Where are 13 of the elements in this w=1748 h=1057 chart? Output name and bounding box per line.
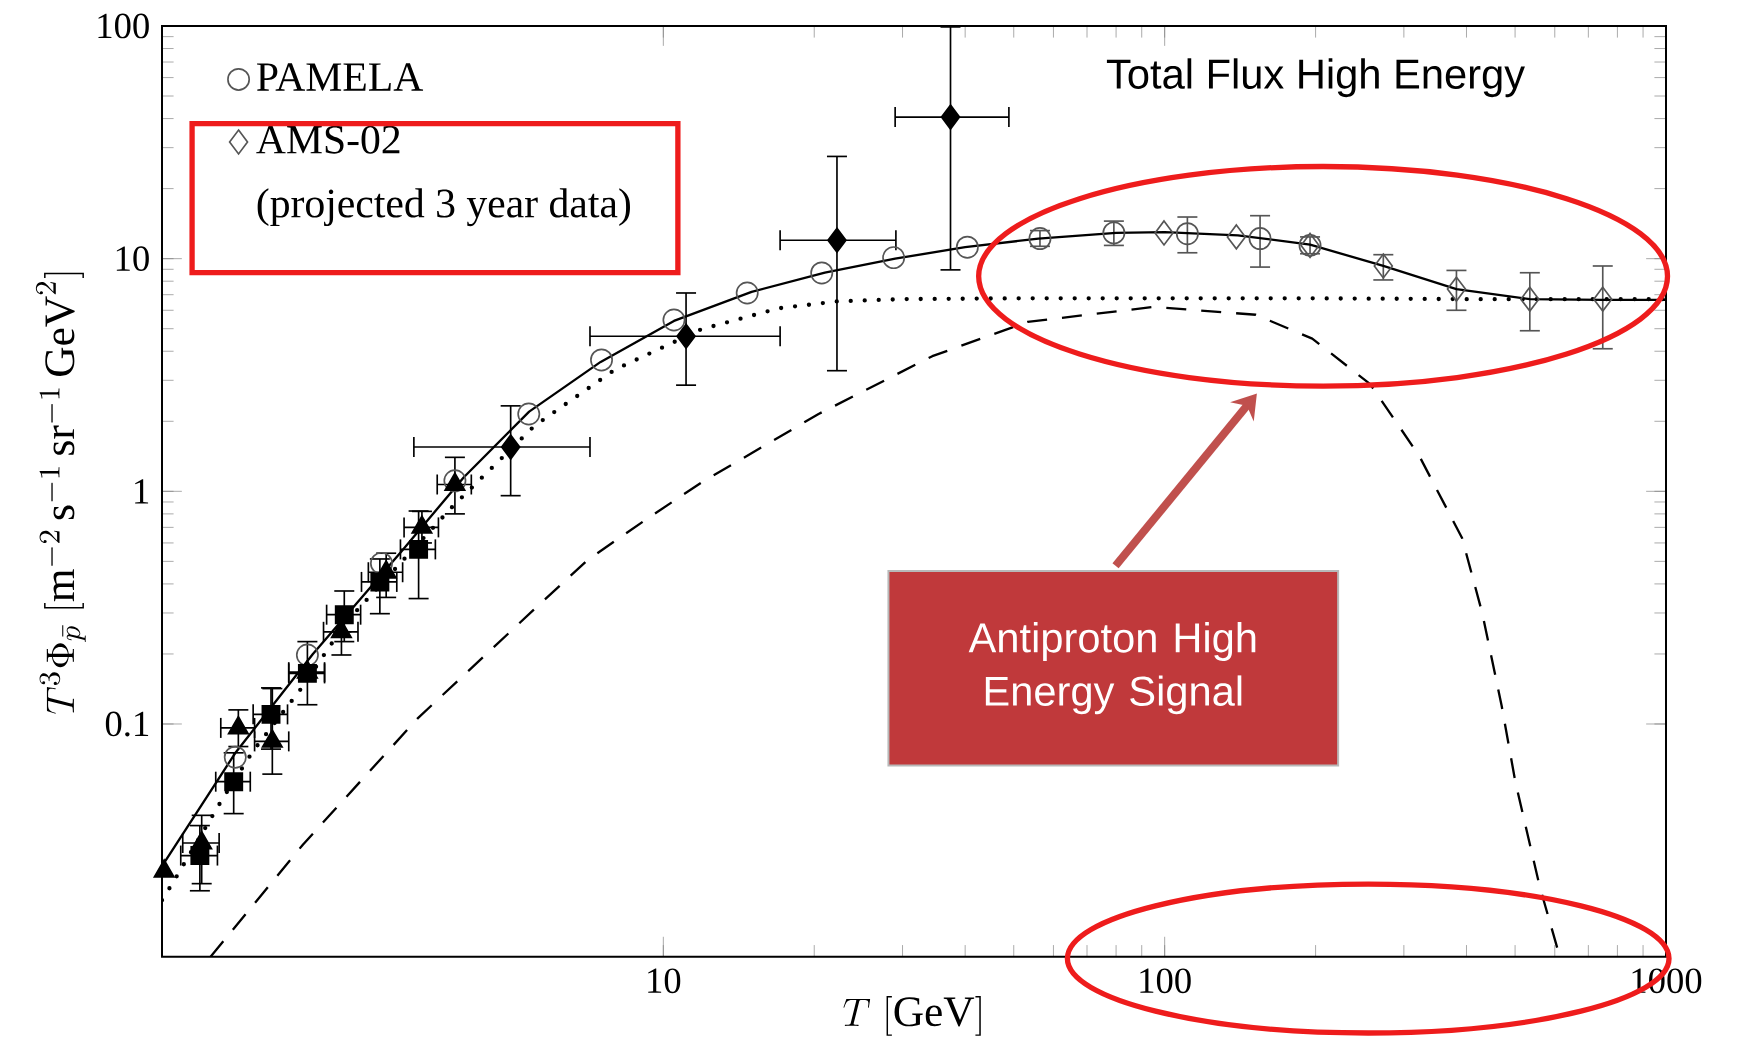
annotation: Antiproton High Energy Signal — [968, 622, 1256, 715]
y-axis-title: $T^{3}\Phi_{\bar{p}}\;[\mathrm{m}^{-2}\,\mathrm{s}^{-1}\,\mathrm{sr}^{-1}\,\mathrm{GeV}^{2}]$ — [35, 272, 86, 714]
legend-label: AMS-02 — [256, 125, 400, 154]
y-tick-label: 10 — [116, 246, 149, 272]
y-tick-label: 1 — [135, 479, 149, 504]
annotation: (projected 3 year data) — [257, 188, 630, 227]
text: Total Flux High Energy — [1106, 58, 1525, 98]
y-tick-label: 100 — [98, 13, 149, 39]
x-axis-title: $T\;[\mathrm{GeV}]$ — [843, 996, 981, 1036]
x-tick-label: 10 — [648, 968, 681, 994]
y-tick-label: 0.1 — [105, 711, 149, 737]
x-tick-label: 100 — [1140, 968, 1191, 994]
legend-label: PAMELA — [257, 63, 424, 91]
